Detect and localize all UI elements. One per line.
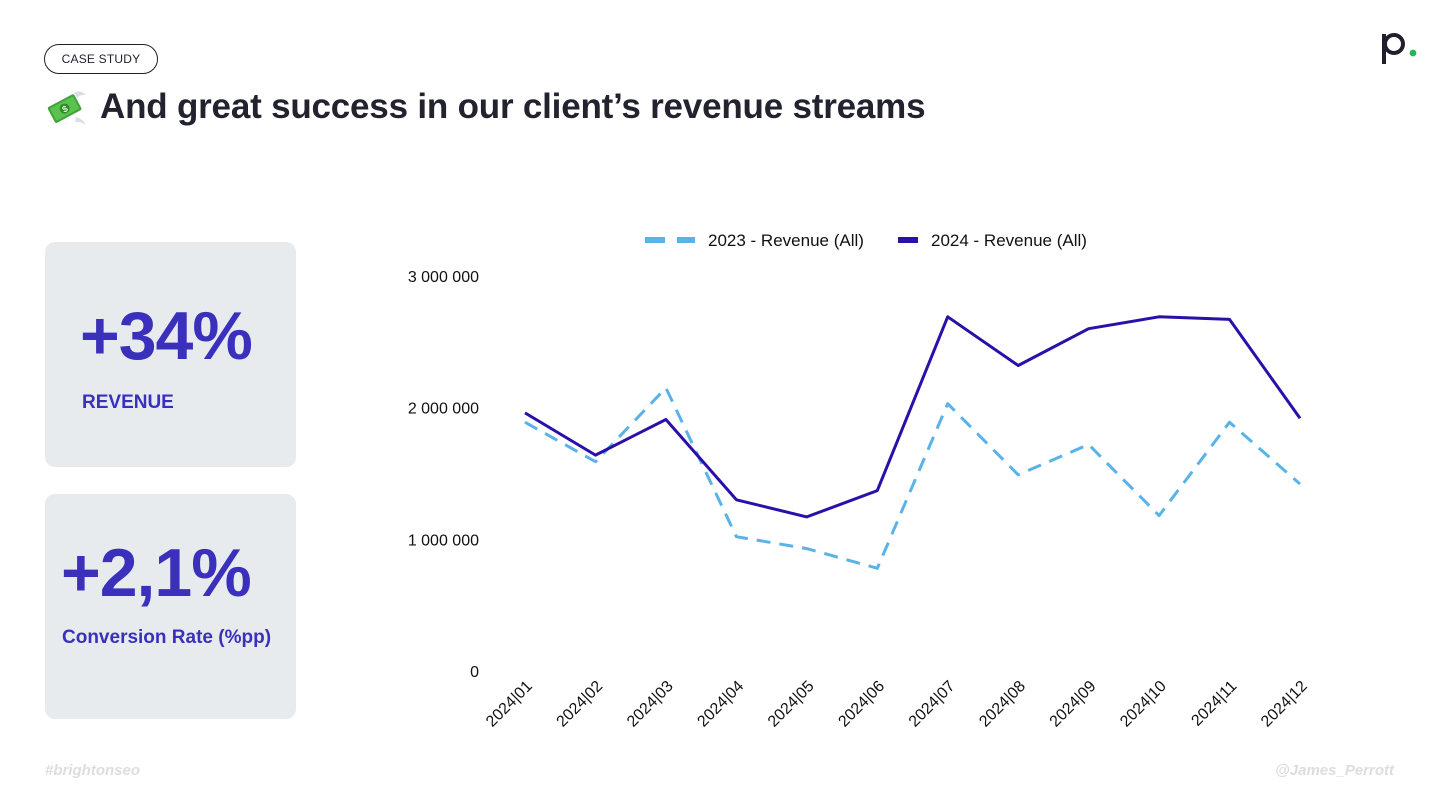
y-tick-label: 1 000 000 <box>408 532 479 549</box>
x-tick-label: 2024|02 <box>554 678 607 731</box>
x-tick-label: 2024|08 <box>976 678 1029 731</box>
revenue-kpi-value: +34% <box>80 298 253 374</box>
y-tick-label: 2 000 000 <box>408 401 479 418</box>
brand-logo <box>1382 33 1417 64</box>
money-with-wings-icon: $ <box>47 91 86 125</box>
footer-hashtag: #brightonseo <box>45 762 141 779</box>
x-tick-label: 2024|09 <box>1047 678 1100 731</box>
x-tick-label: 2024|01 <box>483 678 536 731</box>
x-tick-label: 2024|07 <box>906 678 959 731</box>
x-tick-label: 2024|11 <box>1189 678 1241 730</box>
x-tick-label: 2024|04 <box>694 678 747 731</box>
legend-label-2023: 2023 - Revenue (All) <box>708 231 864 250</box>
x-tick-label: 2024|12 <box>1258 678 1311 731</box>
title-row: $ And great success in our client’s reve… <box>44 84 926 130</box>
page-title: And great success in our client’s revenu… <box>100 87 926 126</box>
y-tick-label: 0 <box>470 664 479 681</box>
y-tick-label: 3 000 000 <box>408 269 479 286</box>
x-tick-label: 2024|06 <box>835 678 888 731</box>
conversion-kpi-label: Conversion Rate (%pp) <box>62 627 272 648</box>
x-tick-label: 2024|10 <box>1117 678 1170 731</box>
revenue-kpi-card: +34% REVENUE <box>45 242 296 467</box>
legend-label-2024: 2024 - Revenue (All) <box>931 231 1087 250</box>
series-line-2024 <box>524 315 1302 519</box>
revenue-kpi-label: REVENUE <box>82 392 174 413</box>
conversion-kpi-value: +2,1% <box>61 535 252 611</box>
x-tick-label: 2024|05 <box>765 678 818 731</box>
footer-author-handle: @James_Perrott <box>1275 762 1394 779</box>
svg-text:$: $ <box>60 103 69 114</box>
series-line-2023 <box>524 386 1301 570</box>
x-tick-label: 2024|03 <box>624 678 677 731</box>
conversion-kpi-card: +2,1% Conversion Rate (%pp) <box>45 494 296 719</box>
case-study-badge: CASE STUDY <box>44 44 158 74</box>
